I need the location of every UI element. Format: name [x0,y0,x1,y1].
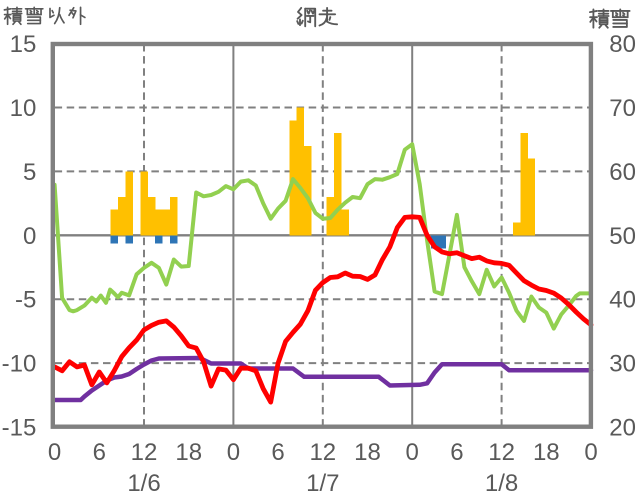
svg-text:70: 70 [609,95,636,122]
svg-text:30: 30 [609,351,636,378]
svg-text:6: 6 [93,439,106,466]
svg-text:-5: -5 [15,287,36,314]
svg-text:0: 0 [584,439,597,466]
svg-text:12: 12 [309,439,336,466]
svg-text:18: 18 [533,439,560,466]
svg-text:20: 20 [609,415,636,442]
svg-text:12: 12 [131,439,158,466]
svg-text:1/8: 1/8 [485,470,518,497]
svg-text:6: 6 [450,439,463,466]
svg-text:1/7: 1/7 [306,470,339,497]
svg-text:1/6: 1/6 [127,470,160,497]
svg-text:0: 0 [406,439,419,466]
svg-text:12: 12 [488,439,515,466]
svg-text:60: 60 [609,159,636,186]
svg-text:-10: -10 [2,351,37,378]
svg-text:40: 40 [609,287,636,314]
svg-text:15: 15 [10,31,37,58]
svg-text:0: 0 [227,439,240,466]
svg-text:0: 0 [48,439,61,466]
svg-text:5: 5 [23,159,36,186]
svg-text:50: 50 [609,223,636,250]
svg-text:6: 6 [271,439,284,466]
svg-text:18: 18 [354,439,381,466]
svg-text:80: 80 [609,31,636,58]
svg-text:-15: -15 [2,415,37,442]
svg-text:10: 10 [10,95,37,122]
svg-text:18: 18 [175,439,202,466]
svg-text:0: 0 [23,223,36,250]
